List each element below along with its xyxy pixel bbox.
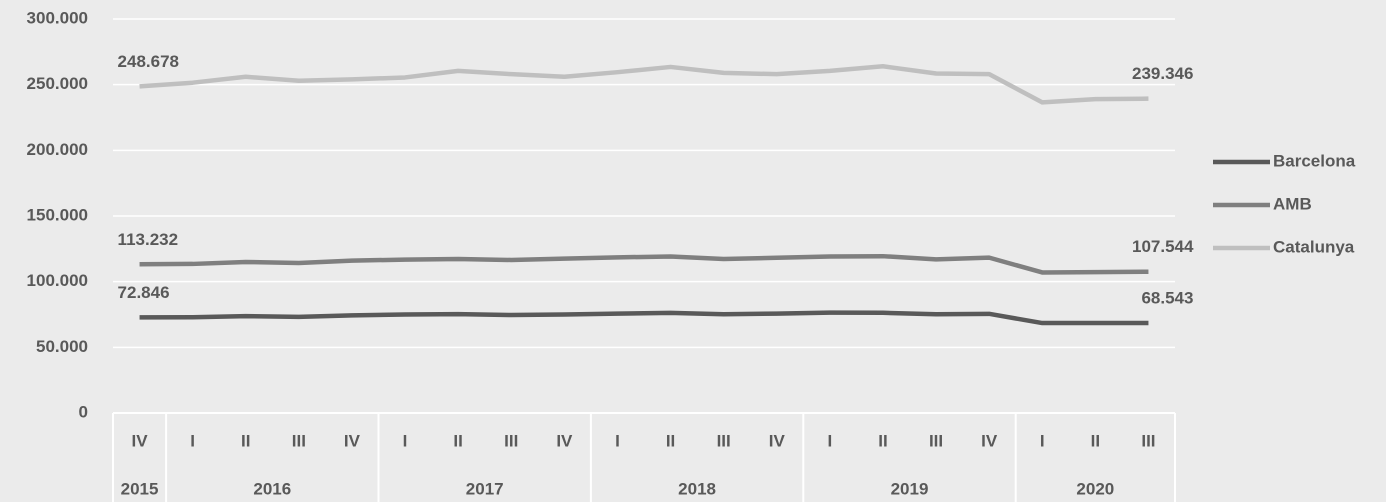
x-tick-label: II bbox=[666, 431, 675, 450]
x-tick-label: III bbox=[292, 431, 306, 450]
year-label: 2019 bbox=[891, 479, 929, 498]
data-label: 248.678 bbox=[118, 52, 179, 71]
year-label: 2016 bbox=[253, 479, 291, 498]
y-tick-label: 250.000 bbox=[27, 74, 88, 93]
x-tick-label: IV bbox=[556, 431, 573, 450]
x-tick-label: II bbox=[1091, 431, 1100, 450]
year-label: 2018 bbox=[678, 479, 716, 498]
data-label: 72.846 bbox=[118, 283, 170, 302]
y-tick-label: 200.000 bbox=[27, 140, 88, 159]
x-tick-label: I bbox=[615, 431, 620, 450]
data-label: 239.346 bbox=[1132, 64, 1193, 83]
x-tick-label: III bbox=[717, 431, 731, 450]
legend-label: Barcelona bbox=[1273, 151, 1356, 170]
series-line bbox=[139, 310, 1149, 326]
y-tick-label: 50.000 bbox=[36, 337, 88, 356]
legend-label: Catalunya bbox=[1273, 237, 1355, 256]
year-label: 2017 bbox=[466, 479, 504, 498]
year-label: 2020 bbox=[1076, 479, 1114, 498]
x-tick-label: IV bbox=[769, 431, 786, 450]
series-line bbox=[139, 253, 1149, 275]
x-tick-label: I bbox=[403, 431, 408, 450]
y-tick-label: 150.000 bbox=[27, 205, 88, 224]
x-tick-label: IV bbox=[981, 431, 998, 450]
x-tick-label: III bbox=[929, 431, 943, 450]
y-tick-label: 100.000 bbox=[27, 271, 88, 290]
x-tick-label: I bbox=[827, 431, 832, 450]
legend-label: AMB bbox=[1273, 194, 1312, 213]
data-label: 68.543 bbox=[1141, 288, 1193, 307]
x-tick-label: II bbox=[878, 431, 887, 450]
x-tick-label: IV bbox=[132, 431, 149, 450]
data-label: 113.232 bbox=[118, 230, 179, 249]
x-tick-label: III bbox=[504, 431, 518, 450]
x-tick-label: II bbox=[241, 431, 250, 450]
data-label: 107.544 bbox=[1132, 237, 1194, 256]
x-tick-label: I bbox=[1040, 431, 1045, 450]
series-line bbox=[139, 64, 1149, 105]
y-tick-label: 300.000 bbox=[27, 8, 88, 27]
x-tick-label: III bbox=[1141, 431, 1155, 450]
x-tick-label: II bbox=[453, 431, 462, 450]
year-label: 2015 bbox=[121, 479, 159, 498]
y-tick-label: 0 bbox=[79, 402, 88, 421]
x-tick-label: IV bbox=[344, 431, 361, 450]
x-tick-label: I bbox=[190, 431, 195, 450]
